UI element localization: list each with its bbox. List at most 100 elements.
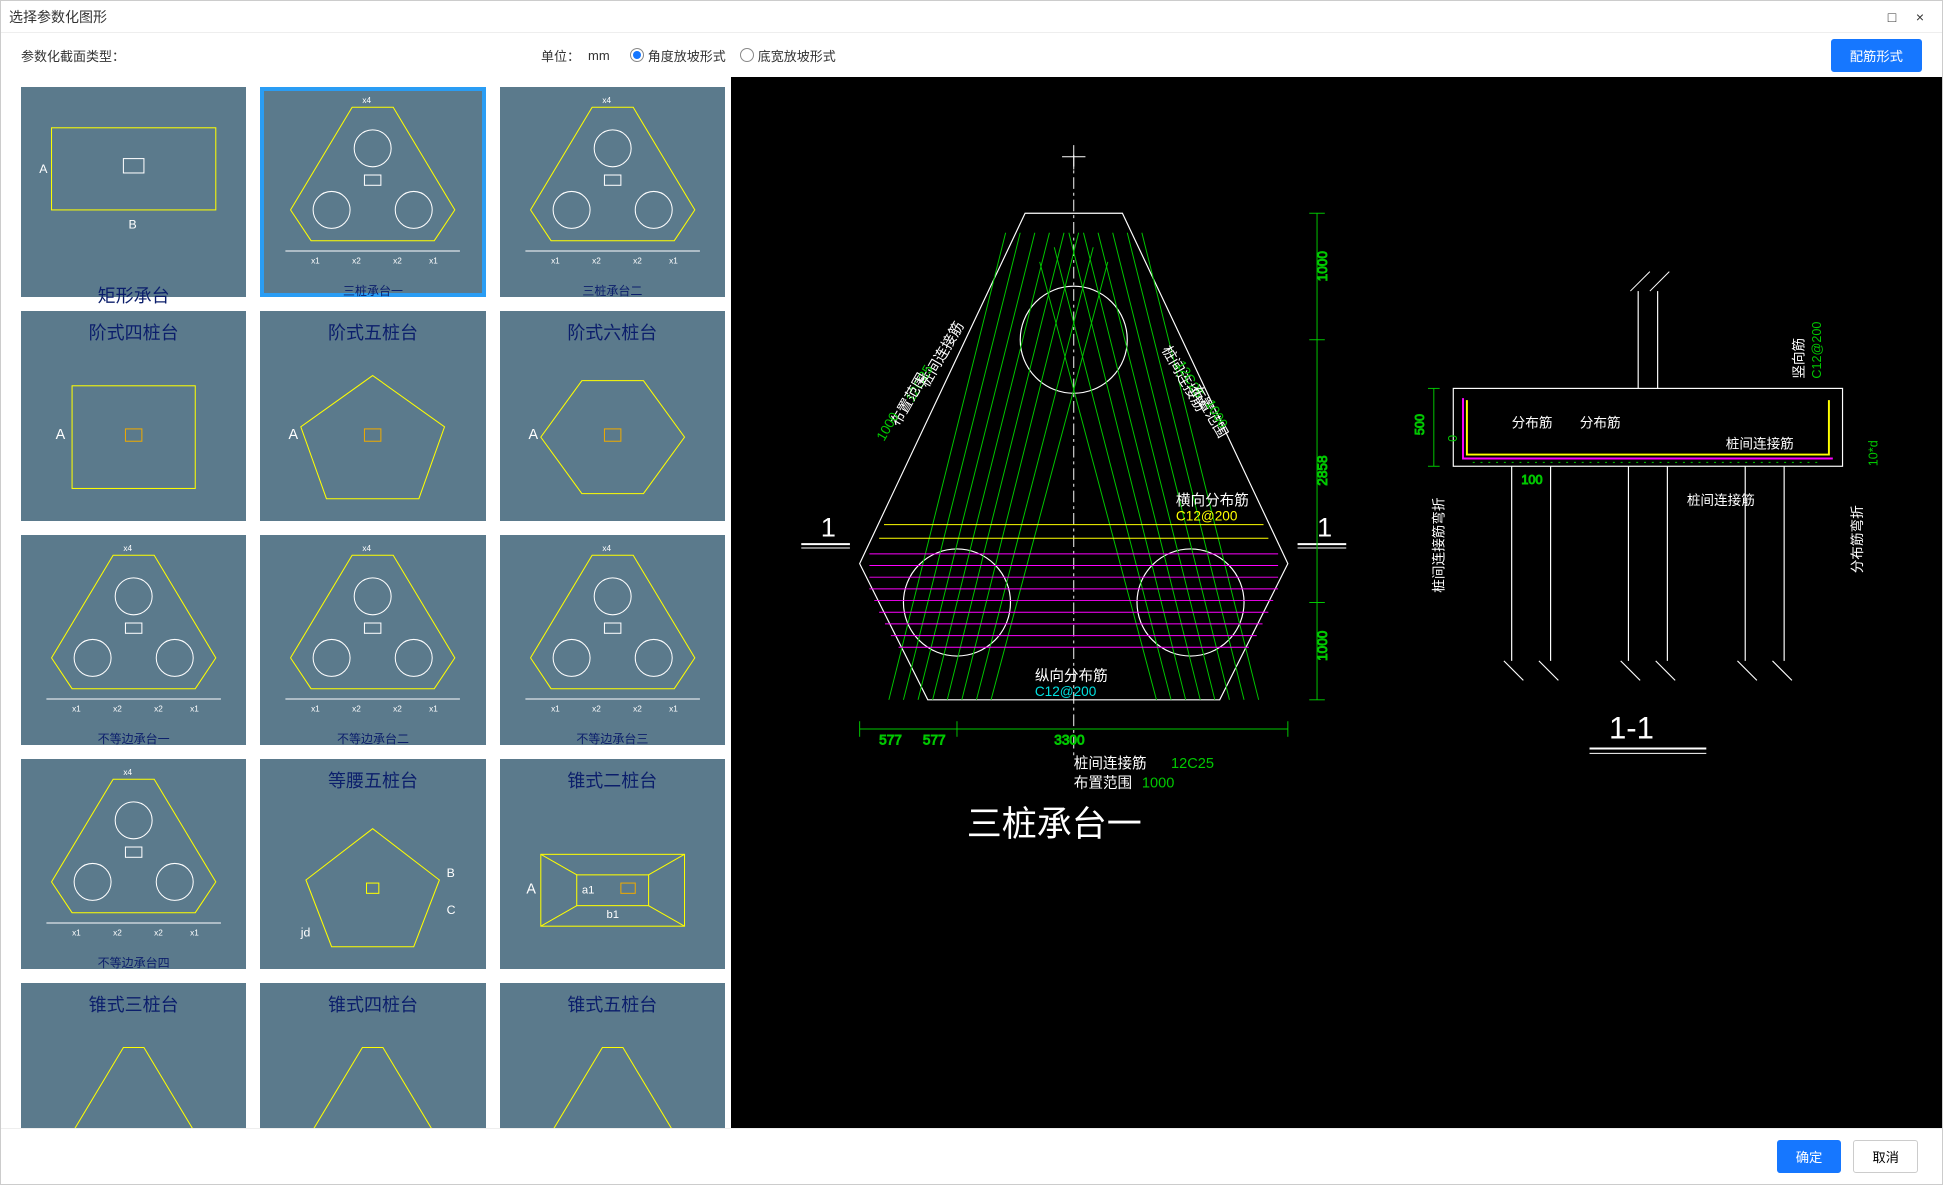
thumbnail-item[interactable]: 锥式二桩台 a1 b1 AB [500,759,725,969]
thumbnail-item[interactable]: B A矩形承台 [21,87,246,297]
thumb-label: 不等边承台三 [504,726,721,751]
svg-text:1000: 1000 [1315,630,1330,661]
svg-text:C12@200: C12@200 [1035,684,1097,699]
svg-text:竖向筋: 竖向筋 [1791,338,1807,379]
ok-button[interactable]: 确定 [1777,1140,1842,1173]
svg-text:A: A [528,427,538,443]
thumbnail-item[interactable]: 阶式四桩台 AA [21,311,246,521]
svg-text:x4: x4 [123,769,132,777]
svg-text:横向分布筋: 横向分布筋 [1176,492,1249,509]
thumb-label: 锥式四桩台 [264,987,481,1021]
svg-text:x1: x1 [669,704,678,713]
svg-text:分布筋弯折: 分布筋弯折 [1849,505,1865,573]
svg-text:x4: x4 [363,545,372,553]
svg-text:100: 100 [1521,473,1542,487]
thumbnail-item[interactable]: x1x2 x2x1 x4不等边承台四 [21,759,246,969]
thumb-shape: jd B C [264,797,481,984]
slope-radio-group: 角度放坡形式 底宽放坡形式 [630,46,836,65]
thumb-label: 锥式五桩台 [504,987,721,1021]
thumb-label: 阶式六桩台 [504,315,721,349]
unit-value: mm [588,48,610,63]
section-mark-left: 1 [801,511,850,548]
thumb-shape: x1x2 x2x1 x4 [264,91,481,278]
thumb-label: 矩形承台 [25,278,242,312]
svg-text:x1: x1 [311,704,320,713]
svg-text:分布筋: 分布筋 [1512,414,1553,430]
svg-text:A: A [289,427,299,443]
thumbnail-gallery[interactable]: B A矩形承台 x1x2 x2x1 x4三桩承台一 [1,77,731,1128]
thumbnail-item[interactable]: 锥式四桩台 [260,983,485,1128]
svg-text:x2: x2 [113,928,122,937]
thumb-label: 不等边承台四 [25,950,242,975]
svg-text:x4: x4 [123,545,132,553]
thumbnail-item[interactable]: x1x2 x2x1 x4不等边承台三 [500,535,725,745]
svg-text:x1: x1 [72,704,81,713]
thumbnail-item[interactable]: 阶式六桩台 AB=A/1.7326 [500,311,725,521]
thumbnail-item[interactable]: x1x2 x2x1 x4三桩承台一 [260,87,485,297]
svg-text:桩间连接筋: 桩间连接筋 [1726,436,1794,452]
svg-text:x2: x2 [154,928,163,937]
thumbnail-item[interactable]: 阶式五桩台 AB=A/1.5385 [260,311,485,521]
window-title: 选择参数化图形 [9,7,1878,27]
svg-text:x2: x2 [352,256,361,265]
svg-text:B: B [129,217,137,231]
close-icon[interactable]: × [1906,3,1934,31]
svg-text:B: B [447,866,455,880]
thumbnail-item[interactable]: x1x2 x2x1 x4不等边承台二 [260,535,485,745]
toolbar: 参数化截面类型： 单位： mm 角度放坡形式 底宽放坡形式 配筋形式 [1,33,1942,77]
svg-text:桩间连接筋: 桩间连接筋 [1074,755,1147,772]
svg-text:A: A [56,427,66,443]
svg-text:x1: x1 [551,704,560,713]
preview-svg: 1 1 1000 2858 1000 [731,77,1942,1128]
plan-title: 三桩承台一 [967,805,1142,844]
svg-text:桩间连接筋: 桩间连接筋 [1687,492,1755,508]
svg-text:x1: x1 [429,704,438,713]
unit-group: 单位： mm [541,46,610,65]
svg-text:x2: x2 [592,256,601,265]
svg-text:1: 1 [1317,511,1332,542]
svg-text:x4: x4 [363,97,372,105]
svg-text:x1: x1 [72,928,81,937]
thumb-shape [264,1021,481,1128]
footer: 确定 取消 [1,1128,1942,1184]
radio-angle[interactable]: 角度放坡形式 [630,46,726,65]
svg-text:1000: 1000 [1315,251,1330,282]
svg-text:x2: x2 [633,256,642,265]
section-dim-left: 500 [1413,388,1440,466]
svg-text:C12@200: C12@200 [1810,322,1824,379]
svg-text:x1: x1 [311,256,320,265]
thumbnail-item[interactable]: 锥式三桩台 [21,983,246,1128]
cancel-button[interactable]: 取消 [1853,1140,1918,1173]
svg-text:1: 1 [821,511,836,542]
svg-text:577: 577 [879,733,902,748]
svg-text:x1: x1 [190,928,199,937]
svg-text:x2: x2 [633,704,642,713]
svg-text:x4: x4 [602,97,611,105]
rebar-form-button[interactable]: 配筋形式 [1831,39,1922,72]
svg-text:x2: x2 [352,704,361,713]
thumb-label: 等腰五桩台 [264,763,481,797]
svg-text:x1: x1 [669,256,678,265]
thumb-shape: A [25,349,242,536]
svg-text:A: A [39,162,48,176]
dialog-window: 选择参数化图形 □ × 参数化截面类型： 单位： mm 角度放坡形式 底宽放坡形… [0,0,1943,1185]
svg-text:x1: x1 [190,704,199,713]
thumb-shape: x1x2 x2x1 x4 [25,539,242,726]
svg-text:10*d: 10*d [1867,440,1881,466]
minimize-icon[interactable]: □ [1878,3,1906,31]
svg-text:a1: a1 [582,884,595,896]
thumb-label: 阶式五桩台 [264,315,481,349]
svg-text:1000: 1000 [1142,775,1174,791]
thumbnail-item[interactable]: 等腰五桩台 jd B CD [260,759,485,969]
radio-width[interactable]: 底宽放坡形式 [740,46,836,65]
thumb-shape: B A [25,91,242,278]
svg-text:桩间连接筋弯折: 桩间连接筋弯折 [1431,497,1447,593]
thumbnail-item[interactable]: x1x2 x2x1 x4三桩承台二 [500,87,725,297]
svg-text:0: 0 [1446,435,1460,442]
thumbnail-item[interactable]: x1x2 x2x1 x4不等边承台一 [21,535,246,745]
thumbnail-item[interactable]: 锥式五桩台 [500,983,725,1128]
svg-text:C: C [447,903,456,917]
thumb-shape: A [504,349,721,536]
thumb-shape: x1x2 x2x1 x4 [504,539,721,726]
titlebar: 选择参数化图形 □ × [1,1,1942,33]
